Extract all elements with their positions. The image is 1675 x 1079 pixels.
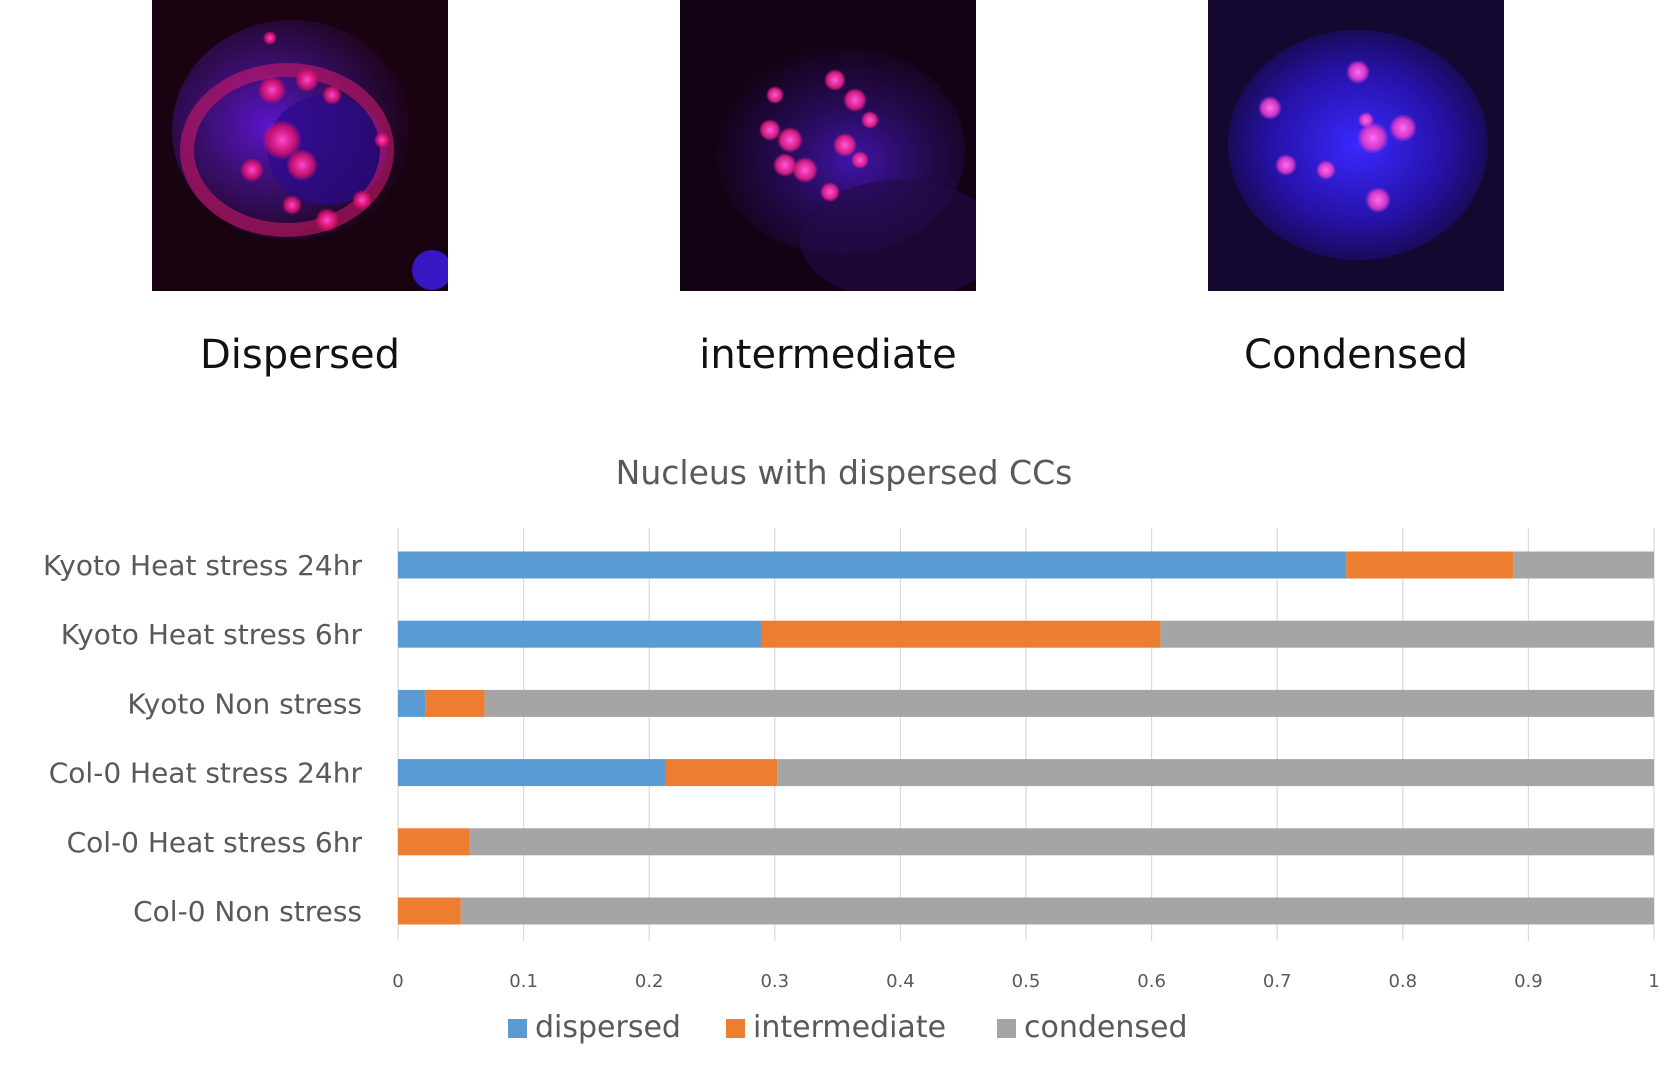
legend-label-condensed: condensed [1024,1010,1188,1045]
bar-segment-intermediate [1346,551,1514,579]
bar-segment-intermediate [398,897,461,925]
x-tick-label: 0.9 [1514,971,1543,992]
chart-gridlines [397,528,1655,941]
x-tick-label: 0.2 [635,971,664,992]
legend-label-dispersed: dispersed [535,1010,681,1045]
legend-swatch-condensed [997,1019,1016,1038]
x-tick-label: 0.1 [509,971,538,992]
chart-title: Nucleus with dispersed CCs [616,453,1073,492]
bar-segment-condensed [1513,551,1654,579]
bar-segment-intermediate [398,828,470,856]
x-tick-label: 0.3 [760,971,789,992]
legend-label-intermediate: intermediate [753,1010,946,1045]
x-axis-ticks: 0 0.1 0.2 0.3 0.4 0.5 0.6 0.7 0.8 0.9 1 [392,971,1659,992]
x-tick-label: 0 [392,971,403,992]
category-label: Kyoto Non stress [127,687,362,720]
category-label: Col-0 Heat stress 6hr [67,826,363,859]
category-label: Kyoto Heat stress 24hr [43,549,362,582]
micrograph-label-condensed: Condensed [1244,332,1468,378]
legend-swatch-intermediate [726,1019,745,1038]
micrograph-label-intermediate: intermediate [699,332,957,378]
x-tick-label: 0.6 [1137,971,1166,992]
micrograph-label-dispersed: Dispersed [199,332,401,378]
bar-segment-dispersed [398,620,761,648]
x-tick-label: 0.5 [1012,971,1041,992]
bar-segment-condensed [1160,620,1654,648]
bar-segment-dispersed [398,689,426,717]
x-tick-label: 1 [1648,971,1659,992]
bar-segment-intermediate [665,759,778,787]
dispersed-nucleus-micrograph [152,0,448,291]
category-label: Kyoto Heat stress 6hr [61,618,363,651]
condensed-nucleus-micrograph [1208,0,1504,291]
x-tick-label: 0.7 [1263,971,1292,992]
chart-bars [398,551,1654,925]
x-tick-label: 0.8 [1388,971,1417,992]
chart-legend: dispersed intermediate condensed [508,1010,1188,1045]
category-label: Col-0 Non stress [133,895,362,928]
bar-segment-condensed [484,689,1654,717]
bar-segment-condensed [460,897,1654,925]
bar-segment-dispersed [398,759,666,787]
legend-swatch-dispersed [508,1019,527,1038]
bar-segment-condensed [777,759,1654,787]
category-label: Col-0 Heat stress 24hr [49,757,363,790]
category-labels: Kyoto Heat stress 24hr Kyoto Heat stress … [43,549,363,928]
bar-segment-intermediate [425,689,485,717]
bar-segment-condensed [469,828,1654,856]
bar-segment-dispersed [398,551,1347,579]
bar-segment-intermediate [760,620,1161,648]
intermediate-nucleus-micrograph [680,0,976,291]
x-tick-label: 0.4 [886,971,915,992]
